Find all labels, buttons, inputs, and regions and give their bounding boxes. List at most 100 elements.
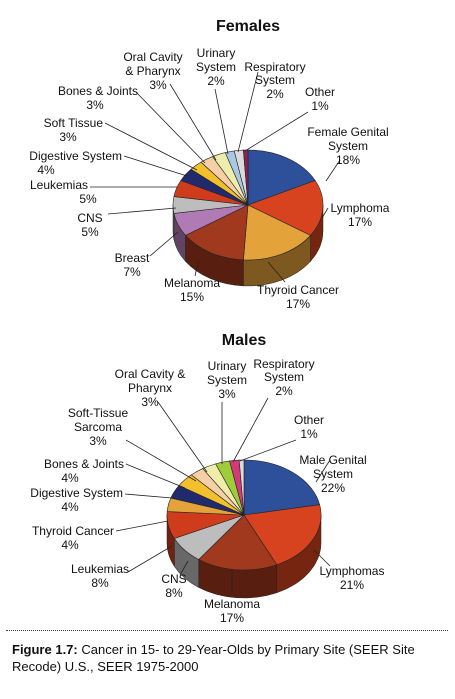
males-slice-percent-12: 1% bbox=[300, 427, 318, 441]
females-chart-title: Females bbox=[216, 18, 280, 35]
figure-caption: Figure 1.7: Cancer in 15- to 29-Year-Old… bbox=[12, 641, 442, 675]
males-chart-title: Males bbox=[222, 332, 267, 349]
females-slice-label-6: Leukemias bbox=[30, 178, 88, 192]
females-slice-0 bbox=[247, 149, 316, 206]
males-leader-line-3 bbox=[179, 560, 189, 576]
males-slice-percent-8: 3% bbox=[89, 434, 107, 448]
males-slice-label-8: Soft-Tissue bbox=[68, 406, 129, 420]
females-leader-line-7 bbox=[123, 155, 188, 177]
males-slice-0 bbox=[243, 459, 321, 516]
males-slice-2 bbox=[198, 514, 278, 571]
males-slice-percent-7: 4% bbox=[61, 471, 79, 485]
males-slice-1 bbox=[243, 504, 322, 566]
females-leader-line-13 bbox=[244, 111, 309, 152]
males-slice-percent-4: 8% bbox=[91, 576, 109, 590]
females-slice-percent-6: 5% bbox=[79, 192, 97, 206]
females-slice-13 bbox=[243, 149, 249, 206]
females-slice-label-5: CNS bbox=[77, 211, 102, 225]
females-slice-label-11: System bbox=[196, 60, 236, 74]
males-leader-line-4 bbox=[127, 545, 173, 573]
males-slice-label-2: Melanoma bbox=[204, 597, 260, 611]
females-leader-line-8 bbox=[104, 122, 198, 171]
males-slice-label-7: Bones & Joints bbox=[44, 457, 124, 471]
males-slice-percent-0: 22% bbox=[321, 481, 345, 495]
males-slice-label-3: CNS bbox=[161, 572, 186, 586]
females-slice-3 bbox=[184, 204, 249, 261]
females-slice-label-12: Respiratory bbox=[244, 60, 305, 74]
males-slice-label-12: Other bbox=[294, 413, 324, 427]
females-leader-line-12 bbox=[237, 71, 259, 153]
females-slice-label-9: Bones & Joints bbox=[58, 84, 138, 98]
females-leader-line-11 bbox=[214, 88, 229, 155]
females-leader-line-10 bbox=[169, 83, 217, 161]
females-slice-percent-1: 17% bbox=[348, 215, 372, 229]
females-leader-line-0 bbox=[325, 159, 341, 182]
figure-caption-text: Cancer in 15- to 29-Year-Olds by Primary… bbox=[12, 642, 415, 674]
females-slice-label-10: & Pharynx bbox=[125, 64, 180, 78]
males-leader-line-6 bbox=[124, 493, 173, 499]
females-slice-label-12: System bbox=[255, 73, 295, 87]
females-slice-percent-10: 3% bbox=[149, 78, 167, 92]
males-slice-label-0: Male Genital bbox=[299, 453, 366, 467]
females-slice-percent-4: 7% bbox=[123, 265, 141, 279]
females-leader-line-5 bbox=[107, 207, 177, 215]
females-slice-percent-9: 3% bbox=[86, 98, 104, 112]
males-slice-label-10: Urinary bbox=[208, 359, 247, 373]
caption-separator bbox=[6, 630, 448, 631]
males-leader-line-7 bbox=[125, 463, 186, 489]
males-slice-percent-6: 4% bbox=[61, 500, 79, 514]
females-slice-percent-0: 18% bbox=[336, 153, 360, 167]
males-slice-percent-3: 8% bbox=[165, 586, 183, 600]
females-slice-1 bbox=[247, 180, 324, 236]
males-slice-label-0: System bbox=[313, 467, 353, 481]
females-slice-percent-3: 15% bbox=[180, 290, 204, 304]
males-slice-label-5: Thyroid Cancer bbox=[32, 524, 114, 538]
females-slice-label-3: Melanoma bbox=[164, 276, 220, 290]
figure-caption-prefix: Figure 1.7: bbox=[12, 642, 78, 657]
males-leader-line-11 bbox=[232, 397, 269, 463]
females-slice-percent-5: 5% bbox=[81, 225, 99, 239]
males-slice-percent-11: 2% bbox=[275, 384, 293, 398]
males-slice-percent-1: 21% bbox=[340, 578, 364, 592]
males-leader-line-8 bbox=[125, 439, 197, 482]
males-slice-label-8: Sarcoma bbox=[74, 420, 122, 434]
females-leader-line-1 bbox=[321, 207, 329, 219]
males-leader-line-12 bbox=[239, 439, 297, 462]
males-leader-line-5 bbox=[115, 520, 169, 532]
males-slice-label-1: Lymphomas bbox=[320, 564, 385, 578]
males-slice-label-11: System bbox=[264, 370, 304, 384]
males-slice-label-11: Respiratory bbox=[253, 357, 314, 371]
females-slice-label-0: Female Genital bbox=[307, 125, 388, 139]
males-slice-label-6: Digestive System bbox=[30, 486, 123, 500]
females-slice-label-10: Oral Cavity bbox=[123, 50, 182, 64]
males-slice-label-9: Pharynx bbox=[128, 381, 172, 395]
females-leader-line-2 bbox=[267, 261, 286, 283]
females-leader-line-4 bbox=[149, 231, 179, 257]
females-slice-percent-8: 3% bbox=[59, 130, 77, 144]
males-slice-percent-2: 17% bbox=[220, 611, 244, 625]
females-slice-percent-2: 17% bbox=[286, 297, 310, 311]
females-slice-label-13: Other bbox=[305, 85, 335, 99]
males-slice-label-4: Leukemias bbox=[71, 562, 129, 576]
females-leader-line-9 bbox=[135, 91, 206, 164]
females-slice-label-8: Soft Tissue bbox=[44, 116, 104, 130]
females-slice-label-0: System bbox=[328, 139, 368, 153]
females-slice-label-11: Urinary bbox=[197, 46, 236, 60]
females-slice-label-2: Thyroid Cancer bbox=[257, 283, 339, 297]
females-slice-label-1: Lymphoma bbox=[331, 201, 390, 215]
females-slice-percent-11: 2% bbox=[207, 74, 225, 88]
males-slice-label-10: System bbox=[207, 373, 247, 387]
females-leader-line-3 bbox=[194, 261, 199, 277]
males-leader-line-0 bbox=[315, 459, 331, 483]
males-slice-percent-5: 4% bbox=[61, 538, 79, 552]
males-slice-percent-9: 3% bbox=[141, 395, 159, 409]
males-leader-line-1 bbox=[313, 549, 331, 567]
females-slice-label-4: Breast bbox=[115, 251, 150, 265]
males-slice-label-9: Oral Cavity & bbox=[115, 367, 186, 381]
females-slice-percent-13: 1% bbox=[311, 99, 329, 113]
females-slice-percent-7: 4% bbox=[37, 163, 55, 177]
females-slice-2 bbox=[243, 204, 312, 261]
